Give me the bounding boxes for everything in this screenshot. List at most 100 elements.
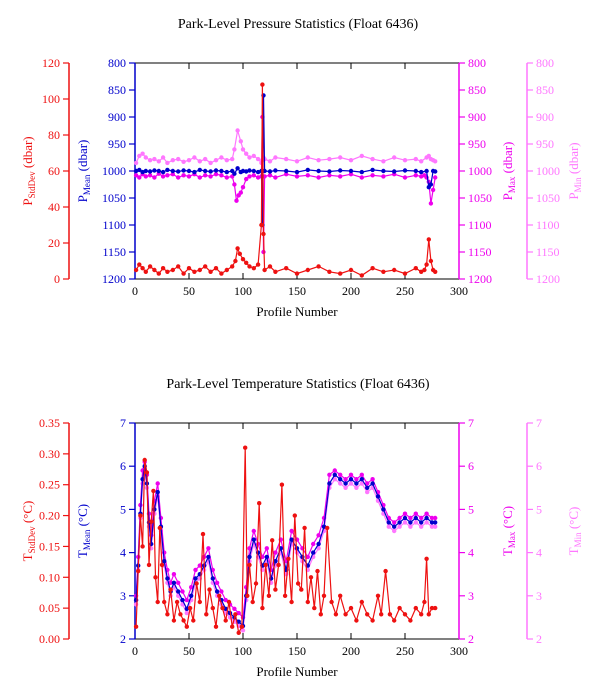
pressure-stddev-point: [147, 264, 153, 269]
pressure-max-point: [181, 173, 186, 178]
temperature-stddev-tick-label: 0.00: [39, 632, 60, 646]
pressure-min-point: [143, 155, 148, 160]
temperature-stddev-point: [387, 612, 393, 617]
temperature-min-tick-label: 7: [536, 416, 542, 430]
temperature-mean-point: [255, 550, 261, 555]
pressure-min-point: [370, 156, 375, 162]
temperature-min-point: [365, 489, 370, 495]
temperature-max-point: [365, 481, 370, 486]
pressure-min-axis-label-sub: Min: [573, 177, 583, 193]
temperature-stddev-point: [204, 612, 209, 617]
temperature-stddev-point: [354, 618, 359, 623]
pressure-stddev-point: [294, 271, 300, 276]
temperature-max-point: [392, 520, 397, 525]
pressure-max-point: [348, 172, 354, 177]
temperature-max-point: [408, 515, 413, 521]
pressure-stddev-tick-label: 120: [42, 56, 60, 70]
temperature-stddev-point: [213, 624, 219, 629]
temperature-stddev-point: [365, 612, 370, 617]
pressure-stddev-point: [262, 267, 267, 273]
temperature-max-point: [343, 477, 348, 482]
pressure-max-point: [165, 173, 170, 178]
pressure-mean-point: [235, 166, 240, 171]
temperature-mean-tick-label: 4: [120, 546, 126, 560]
temperature-stddev-point: [138, 513, 143, 518]
temperature-mean-point: [413, 515, 418, 521]
temperature-chart: Park-Level Temperature Statistics (Float…: [20, 377, 583, 679]
pressure-stddev-point: [237, 251, 242, 256]
temperature-min-axis-label-unit: (°C): [566, 507, 581, 533]
temperature-max-point: [168, 580, 173, 585]
pressure-max-tick-label: 850: [468, 83, 486, 97]
temperature-stddev-point: [250, 599, 255, 605]
pressure-stddev-point: [338, 271, 343, 276]
temperature-max-point: [251, 528, 256, 534]
temperature-mean-point: [236, 619, 241, 624]
temperature-stddev-point: [379, 612, 384, 617]
pressure-min-point: [381, 159, 386, 164]
temperature-stddev-point: [181, 618, 186, 623]
temperature-stddev-point: [257, 501, 262, 506]
pressure-x-tick-label: 100: [234, 284, 252, 298]
temperature-mean-point: [214, 589, 220, 594]
temperature-max-tick-label: 4: [468, 546, 474, 560]
temperature-min-axis-label-sub: Min: [573, 532, 583, 548]
temperature-min-point: [133, 602, 139, 607]
temperature-stddev-point: [295, 581, 301, 586]
temperature-stddev-point: [397, 605, 402, 611]
pressure-stddev-point: [433, 269, 438, 274]
pressure-max-point: [143, 174, 148, 179]
pressure-max-point: [234, 198, 239, 203]
pressure-stddev-point: [137, 262, 142, 267]
pressure-stddev-point: [197, 267, 202, 273]
pressure-max-point: [224, 175, 229, 180]
temperature-stddev-point: [136, 568, 141, 574]
temperature-mean-point: [165, 576, 170, 581]
pressure-x-tick-label: 200: [342, 284, 360, 298]
pressure-mean-point: [192, 169, 197, 175]
pressure-min-point: [181, 159, 186, 164]
temperature-min-point: [343, 485, 348, 490]
temperature-stddev-point: [359, 599, 364, 605]
pressure-min-point: [305, 155, 310, 160]
pressure-min-point: [160, 155, 166, 160]
temperature-mean-point: [354, 481, 359, 486]
temperature-mean-point: [206, 554, 211, 560]
pressure-mean-point: [203, 168, 208, 174]
pressure-stddev-point: [370, 266, 375, 271]
temperature-x-tick-label: 200: [342, 644, 360, 658]
pressure-min-point: [232, 147, 237, 152]
temperature-mean-point: [375, 494, 381, 499]
temperature-stddev-point: [433, 605, 438, 611]
temperature-max-point: [193, 567, 198, 573]
temperature-stddev-tick-label: 0.15: [39, 539, 60, 553]
pressure-min-point: [433, 159, 438, 164]
pressure-max-point: [244, 176, 249, 182]
pressure-stddev-point: [251, 266, 256, 271]
temperature-mean-tick-label: 6: [120, 459, 126, 473]
temperature-max-axis-label-main: T: [500, 548, 515, 556]
pressure-min-tick-label: 800: [536, 56, 554, 70]
pressure-min-point: [133, 160, 139, 166]
pressure-max-point: [203, 173, 208, 178]
pressure-min-point: [273, 155, 278, 160]
pressure-stddev-point: [422, 267, 427, 273]
temperature-stddev-point: [299, 587, 304, 592]
pressure-min-tick-label: 1050: [536, 191, 560, 205]
temperature-stddev-tick-label: 0.05: [39, 601, 60, 615]
pressure-x-axis-label: Profile Number: [256, 304, 338, 319]
pressure-stddev-point: [186, 266, 192, 271]
temperature-max-point: [189, 585, 194, 590]
temperature-min-point: [402, 520, 408, 525]
pressure-stddev-tick-label: 20: [48, 236, 60, 250]
pressure-max-point: [160, 174, 166, 179]
pressure-stddev-point: [213, 266, 219, 271]
pressure-mean-axis-label-unit: (dbar): [75, 140, 90, 175]
pressure-stddev-point: [261, 231, 266, 237]
pressure-min-axis-label-unit: (dbar): [566, 142, 581, 177]
temperature-stddev-point: [413, 605, 418, 611]
pressure-max-point: [240, 185, 246, 190]
pressure-mean-tick-label: 850: [108, 83, 126, 97]
pressure-x-tick-label: 50: [183, 284, 195, 298]
temperature-stddev-point: [370, 618, 375, 623]
